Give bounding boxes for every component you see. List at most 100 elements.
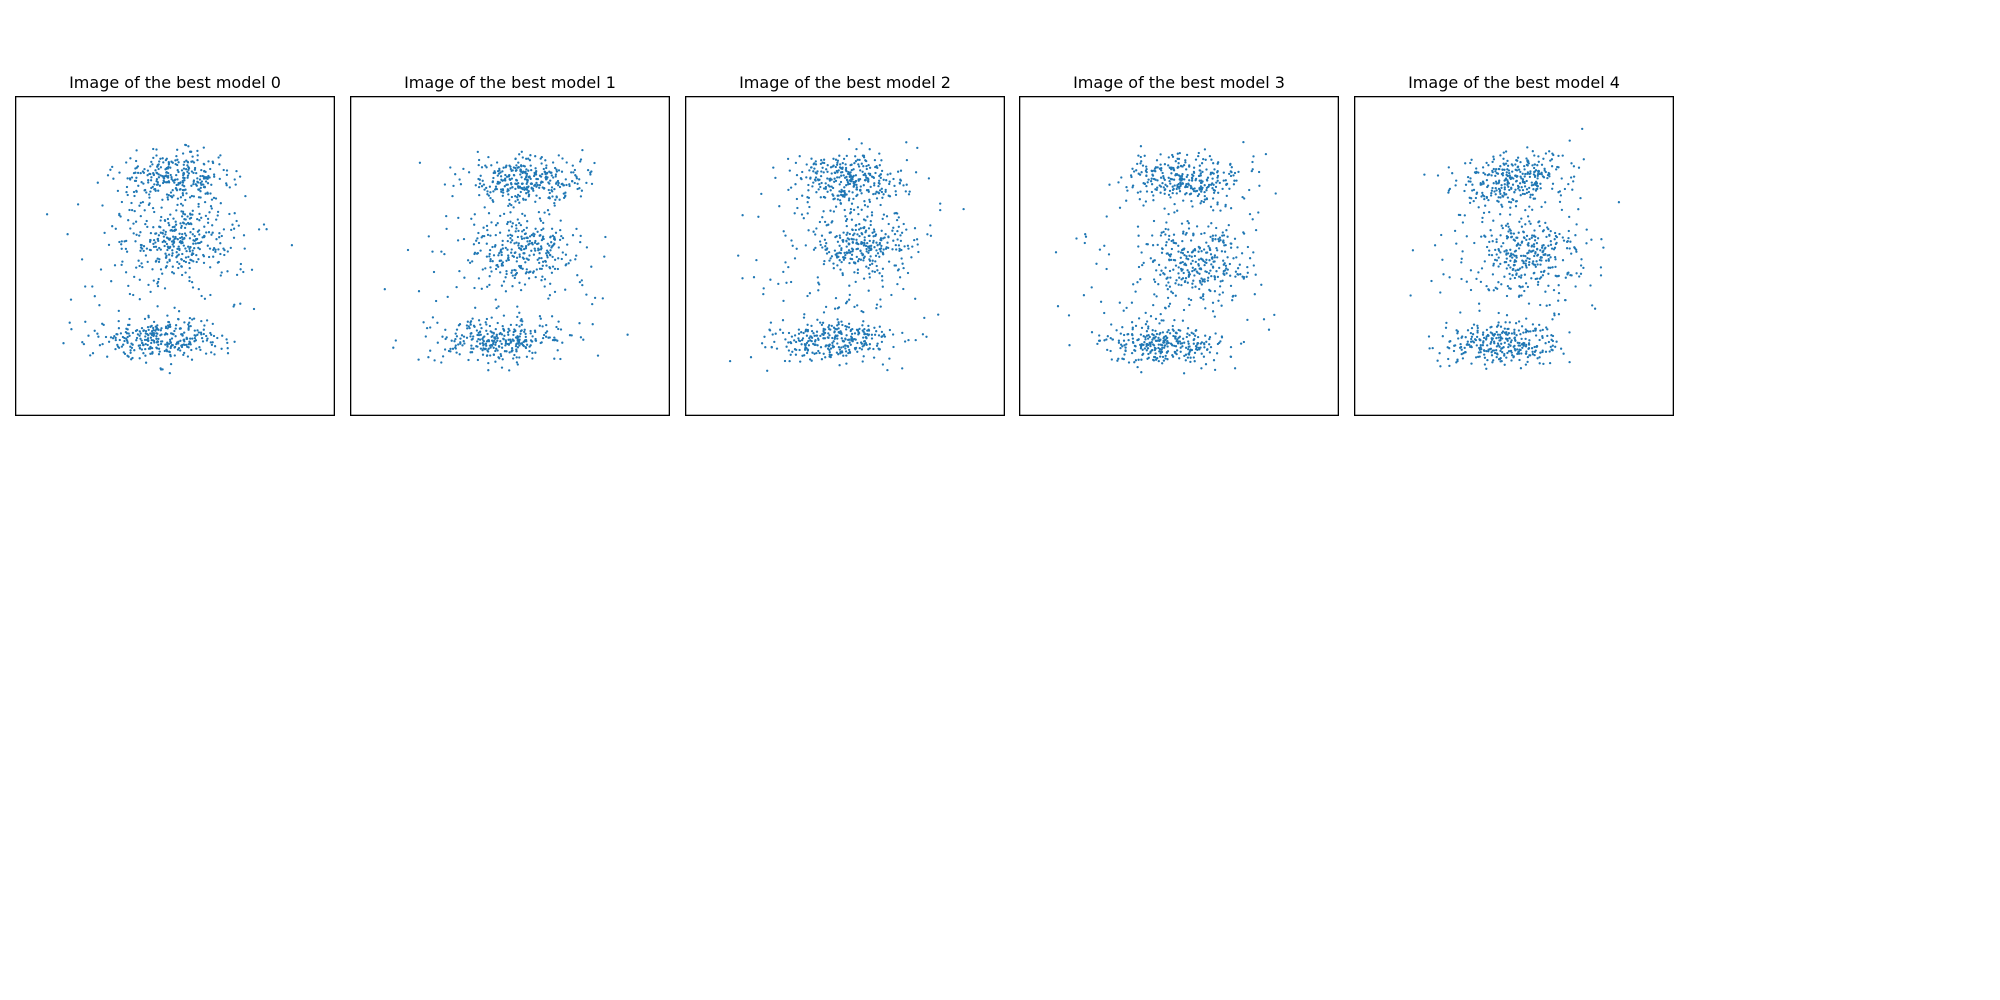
scatter-point	[533, 241, 537, 244]
scatter-point	[1514, 163, 1517, 166]
scatter-point	[1519, 170, 1522, 174]
scatter-point	[561, 157, 564, 160]
scatter-point	[894, 243, 897, 247]
scatter-point	[1218, 236, 1222, 239]
scatter-point	[867, 289, 870, 292]
scatter-point	[1123, 353, 1126, 356]
scatter-point	[812, 248, 816, 251]
scatter-point	[538, 174, 542, 177]
scatter-point	[178, 262, 181, 265]
axes-frame	[15, 96, 335, 416]
scatter-point	[1580, 258, 1583, 261]
scatter-point	[1476, 331, 1479, 334]
scatter-point	[1211, 266, 1215, 269]
scatter-point	[875, 190, 878, 193]
scatter-point	[548, 191, 551, 195]
scatter-point	[1515, 273, 1518, 276]
scatter-point	[1549, 266, 1552, 269]
scatter-point	[1518, 358, 1521, 362]
scatter-point	[814, 163, 818, 166]
scatter-point	[1182, 230, 1185, 233]
scatter-point	[488, 185, 492, 188]
scatter-point	[1582, 158, 1585, 161]
scatter-point	[522, 228, 526, 232]
scatter-point	[818, 183, 821, 186]
scatter-point	[192, 317, 196, 320]
scatter-point	[540, 279, 543, 282]
scatter-point	[802, 331, 805, 335]
scatter-point	[211, 224, 214, 227]
scatter-point	[860, 162, 863, 165]
scatter-point	[1223, 250, 1227, 253]
scatter-point	[138, 344, 142, 347]
scatter-point	[469, 323, 472, 326]
scatter-point	[466, 259, 470, 262]
scatter-point	[523, 178, 527, 181]
scatter-point	[559, 328, 563, 331]
scatter-point	[1585, 242, 1588, 245]
scatter-point	[160, 206, 163, 209]
scatter-point	[506, 248, 509, 251]
scatter-point	[1217, 238, 1220, 241]
scatter-point	[149, 231, 153, 235]
scatter-point	[1155, 332, 1159, 336]
scatter-point	[1200, 352, 1203, 355]
scatter-point	[1162, 177, 1165, 180]
scatter-point	[1158, 167, 1162, 170]
scatter-point	[471, 317, 474, 320]
scatter-point	[131, 356, 134, 360]
scatter-point	[434, 299, 438, 303]
scatter-point	[1197, 264, 1200, 267]
scatter-point	[533, 233, 536, 236]
scatter-point	[155, 259, 158, 262]
scatter-point	[493, 170, 496, 173]
scatter-point	[1548, 361, 1552, 365]
scatter-point	[865, 167, 868, 171]
scatter-point	[175, 251, 178, 254]
scatter-point	[161, 340, 164, 343]
scatter-point	[484, 164, 487, 167]
scatter-point	[775, 347, 779, 350]
scatter-point	[1479, 339, 1482, 342]
scatter-point	[1516, 175, 1519, 178]
scatter-point	[531, 187, 535, 190]
scatter-point	[492, 340, 495, 343]
scatter-point	[1157, 336, 1160, 340]
scatter-point	[1524, 337, 1527, 341]
scatter-point	[1563, 298, 1567, 302]
scatter-point	[1533, 229, 1536, 232]
scatter-point	[844, 163, 847, 166]
scatter-point	[1524, 223, 1527, 226]
scatter-point	[807, 229, 810, 232]
scatter-point	[534, 275, 537, 279]
scatter-point	[1141, 164, 1145, 167]
scatter-point	[1481, 191, 1484, 195]
scatter-point	[1191, 259, 1194, 263]
scatter-point	[827, 332, 830, 335]
scatter-point	[161, 198, 164, 201]
scatter-point	[1527, 342, 1531, 345]
scatter-point	[497, 182, 500, 185]
scatter-point	[1224, 179, 1227, 182]
scatter-point	[1568, 215, 1571, 219]
scatter-point	[535, 242, 539, 246]
scatter-point	[1173, 211, 1176, 214]
scatter-point	[1494, 180, 1498, 183]
scatter-point	[107, 243, 111, 247]
scatter-point	[1178, 190, 1182, 193]
scatter-point	[114, 227, 117, 230]
scatter-point	[1525, 157, 1528, 160]
scatter-point	[1482, 171, 1485, 175]
scatter-point	[213, 345, 217, 348]
scatter-point	[812, 230, 815, 233]
scatter-point	[528, 235, 532, 238]
scatter-point	[454, 344, 457, 347]
scatter-point	[518, 185, 521, 189]
scatter-point	[1532, 173, 1536, 176]
scatter-point	[1136, 191, 1140, 194]
scatter-point	[183, 185, 186, 188]
scatter-point	[1181, 165, 1184, 168]
scatter-point	[182, 167, 186, 170]
scatter-point	[539, 317, 542, 320]
scatter-point	[477, 241, 481, 245]
